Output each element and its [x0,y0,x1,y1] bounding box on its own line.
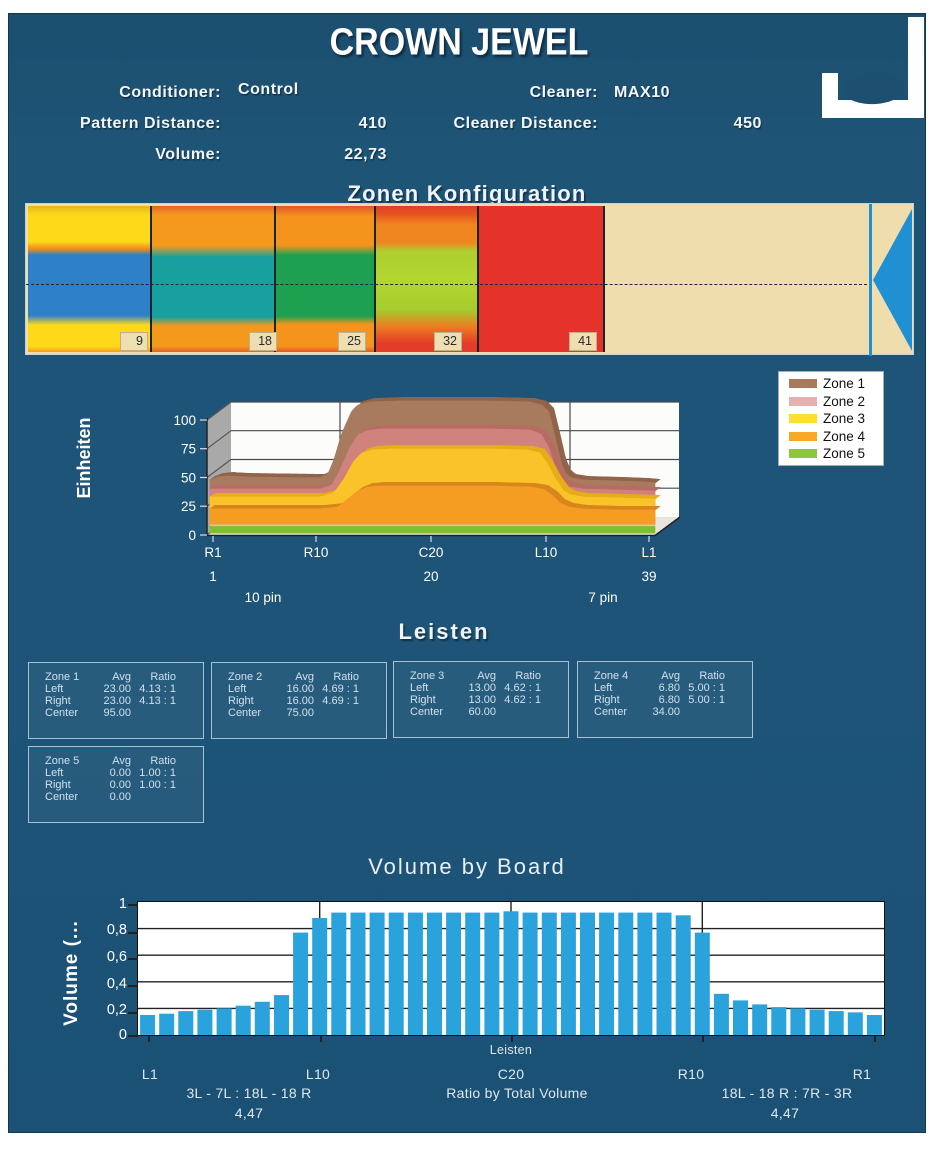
svg-text:0: 0 [188,528,196,543]
svg-text:20: 20 [423,569,438,584]
svg-text:Einheiten: Einheiten [74,417,94,498]
svg-text:L10: L10 [535,545,558,560]
svg-text:10 pin: 10 pin [245,590,282,605]
svg-text:100: 100 [173,413,196,428]
svg-text:39: 39 [641,569,656,584]
svg-text:L1: L1 [641,545,656,560]
svg-text:C20: C20 [419,545,444,560]
svg-text:R1: R1 [204,545,221,560]
svg-text:7 pin: 7 pin [588,590,617,605]
svg-text:R10: R10 [304,545,329,560]
svg-text:25: 25 [181,499,196,514]
svg-text:75: 75 [181,442,196,457]
svg-text:50: 50 [181,471,196,486]
svg-text:1: 1 [209,569,217,584]
